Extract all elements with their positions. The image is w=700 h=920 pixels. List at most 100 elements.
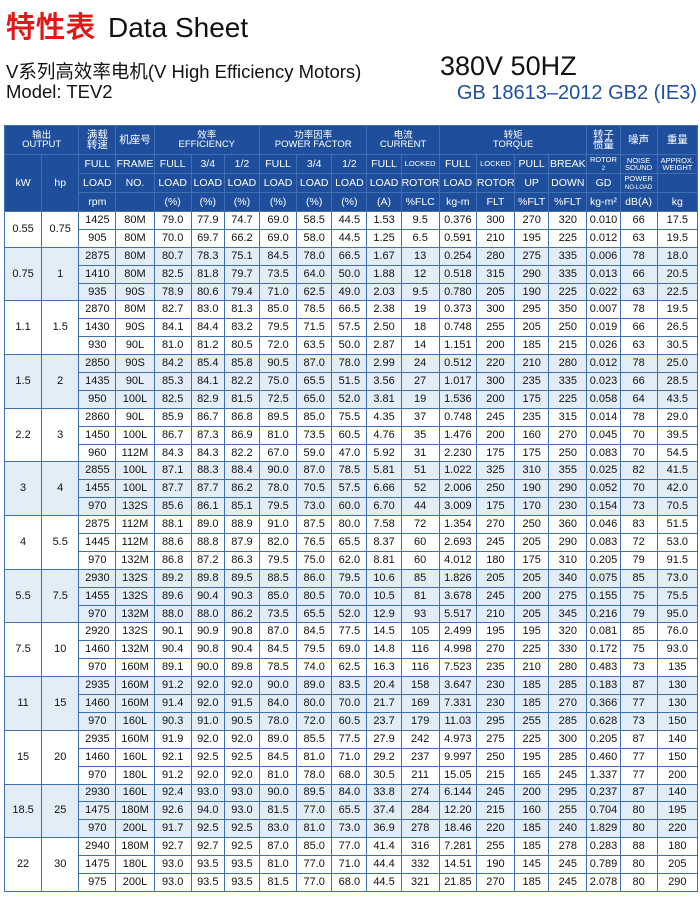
table-cell: 1.017 xyxy=(438,372,477,391)
table-cell: 77 xyxy=(619,747,658,767)
table-cell: 3.009 xyxy=(438,497,477,517)
table-cell: 255 xyxy=(475,837,516,857)
table-cell: 215 xyxy=(475,801,516,821)
table-cell: 240 xyxy=(548,819,588,839)
table-cell: 18.0 xyxy=(656,246,699,266)
weight-sub-1: APPROX. WEIGHT xyxy=(656,154,699,174)
tq-pull-sub-2: UP xyxy=(514,173,550,193)
table-cell: 84.3 xyxy=(190,443,225,463)
eff-full-unit: (%) xyxy=(153,192,192,212)
table-cell: 60 xyxy=(400,533,440,552)
table-cell: 86.8 xyxy=(153,550,192,570)
table-row: 1.5 2 2850 90S 84.2 85.4 85.8 90.5 87.0 78.0 2.99 2… xyxy=(3,354,699,409)
table-cell: 335 xyxy=(548,246,588,266)
table-cell: 92.6 xyxy=(153,801,192,821)
table-cell: 57.5 xyxy=(331,318,368,338)
table-cell: 86.3 xyxy=(223,550,261,570)
table-cell: 270 xyxy=(475,872,516,892)
table-cell: 24 xyxy=(400,354,440,374)
table-cell: 80.0 xyxy=(331,515,368,535)
table-row: 4 5.5 2875 112M 88.1 89.0 88.9 91.0 87.5 80.0 7.58… xyxy=(3,515,699,570)
table-cell: 0.023 xyxy=(586,372,621,391)
table-cell: 1.829 xyxy=(586,819,621,839)
table-cell: 87 xyxy=(619,783,658,803)
table-cell: 22.5 xyxy=(656,282,699,302)
table-cell: 274 xyxy=(400,783,440,803)
table-cell: 93.0 xyxy=(190,783,225,803)
table-cell: 290 xyxy=(548,533,588,552)
table-cell: 0.026 xyxy=(586,336,621,356)
table-cell: 35 xyxy=(400,425,440,445)
table-cell: 7.281 xyxy=(438,837,477,857)
rotor-header: 转子 惯量 xyxy=(586,125,621,155)
kw-cell: 0.75 xyxy=(3,246,43,302)
frame-header: 机座号 xyxy=(115,125,155,155)
table-cell: 0.789 xyxy=(586,855,621,874)
table-cell: 81.8 xyxy=(190,264,225,284)
table-cell: 90S xyxy=(115,318,155,338)
hp-cell: 30 xyxy=(41,837,80,892)
table-cell: 89.0 xyxy=(296,676,333,696)
table-cell: 92.0 xyxy=(223,729,261,749)
table-cell: 95.0 xyxy=(656,604,699,624)
table-cell: 205 xyxy=(514,604,550,624)
table-cell: 80M xyxy=(115,211,155,230)
table-cell: 300 xyxy=(475,372,516,391)
table-cell: 211 xyxy=(400,765,440,785)
table-cell: 78.9 xyxy=(153,282,192,302)
series-subtitle: V系列高效率电机(V High Efficiency Motors) xyxy=(6,61,362,82)
table-row: 970 132M 88.0 88.0 86.2 73.5 65.5 52.0 12.9 93 5.5… xyxy=(5,604,699,624)
table-cell: 90L xyxy=(115,407,155,427)
table-cell: 49.0 xyxy=(331,282,368,302)
table-row: 950 100L 82.5 82.9 81.5 72.5 65.0 52.0 3.81 19 1.5… xyxy=(5,389,699,409)
table-cell: 0.025 xyxy=(586,461,621,481)
table-cell: 88.3 xyxy=(190,461,225,481)
table-cell: 83.0 xyxy=(258,819,298,839)
table-cell: 68.0 xyxy=(331,765,368,785)
table-cell: 80M xyxy=(115,264,155,284)
table-cell: 69.7 xyxy=(190,228,225,248)
table-cell: 0.780 xyxy=(438,282,477,302)
table-cell: 140 xyxy=(656,783,699,803)
table-cell: 93.5 xyxy=(190,872,225,892)
table-cell: 0.205 xyxy=(586,729,621,749)
table-row: 15 20 2935 160M 91.9 92.0 92.0 89.0 85.5 77.5 27.9… xyxy=(3,729,699,785)
table-cell: 0.006 xyxy=(586,246,621,266)
table-row: 970 180L 91.2 92.0 92.0 81.0 78.0 68.0 30.5 211 15… xyxy=(5,765,699,785)
table-cell: 79 xyxy=(619,550,658,570)
table-cell: 0.366 xyxy=(586,694,621,713)
table-cell: 100L xyxy=(115,479,155,499)
table-cell: 87 xyxy=(619,729,658,749)
table-cell: 75.5 xyxy=(331,407,368,427)
table-cell: 270 xyxy=(475,640,516,660)
table-cell: 185 xyxy=(514,336,550,356)
table-cell: 29.0 xyxy=(656,407,699,427)
table-cell: 0.083 xyxy=(586,443,621,463)
table-cell: 285 xyxy=(548,676,588,696)
table-cell: 62.0 xyxy=(331,550,368,570)
table-cell: 245 xyxy=(548,855,588,874)
frame-sub-2: NO. xyxy=(115,173,155,193)
table-cell: 75.5 xyxy=(656,586,699,606)
table-cell: 89.2 xyxy=(153,568,192,588)
table-cell: 9.997 xyxy=(438,747,477,767)
table-cell: 66.2 xyxy=(223,228,261,248)
table-cell: 2.693 xyxy=(438,533,477,552)
table-cell: 90S xyxy=(115,354,155,374)
table-row: 970 200L 91.7 92.5 92.5 83.0 81.0 73.0 36.9 278 18… xyxy=(5,819,699,839)
table-cell: 215 xyxy=(475,765,516,785)
table-cell: 295 xyxy=(475,711,516,731)
table-cell: 205 xyxy=(514,568,550,588)
table-row: 1460 160M 91.4 92.0 91.5 84.0 80.0 70.0 21.7 169 7… xyxy=(5,694,699,713)
pf-34-sub-1: 3/4 xyxy=(296,154,333,174)
table-cell: 8.37 xyxy=(366,533,402,552)
table-cell: 86.0 xyxy=(296,568,333,588)
speed-unit: rpm xyxy=(78,192,117,212)
table-cell: 90.0 xyxy=(190,658,225,678)
table-cell: 78.0 xyxy=(296,246,333,266)
table-cell: 200 xyxy=(475,389,516,409)
table-cell: 90.5 xyxy=(258,354,298,374)
table-cell: 93.0 xyxy=(223,801,261,821)
table-row: 1430 90S 84.1 84.4 83.2 79.5 71.5 57.5 2.50 18 0.7… xyxy=(5,318,699,338)
table-cell: 93 xyxy=(400,604,440,624)
